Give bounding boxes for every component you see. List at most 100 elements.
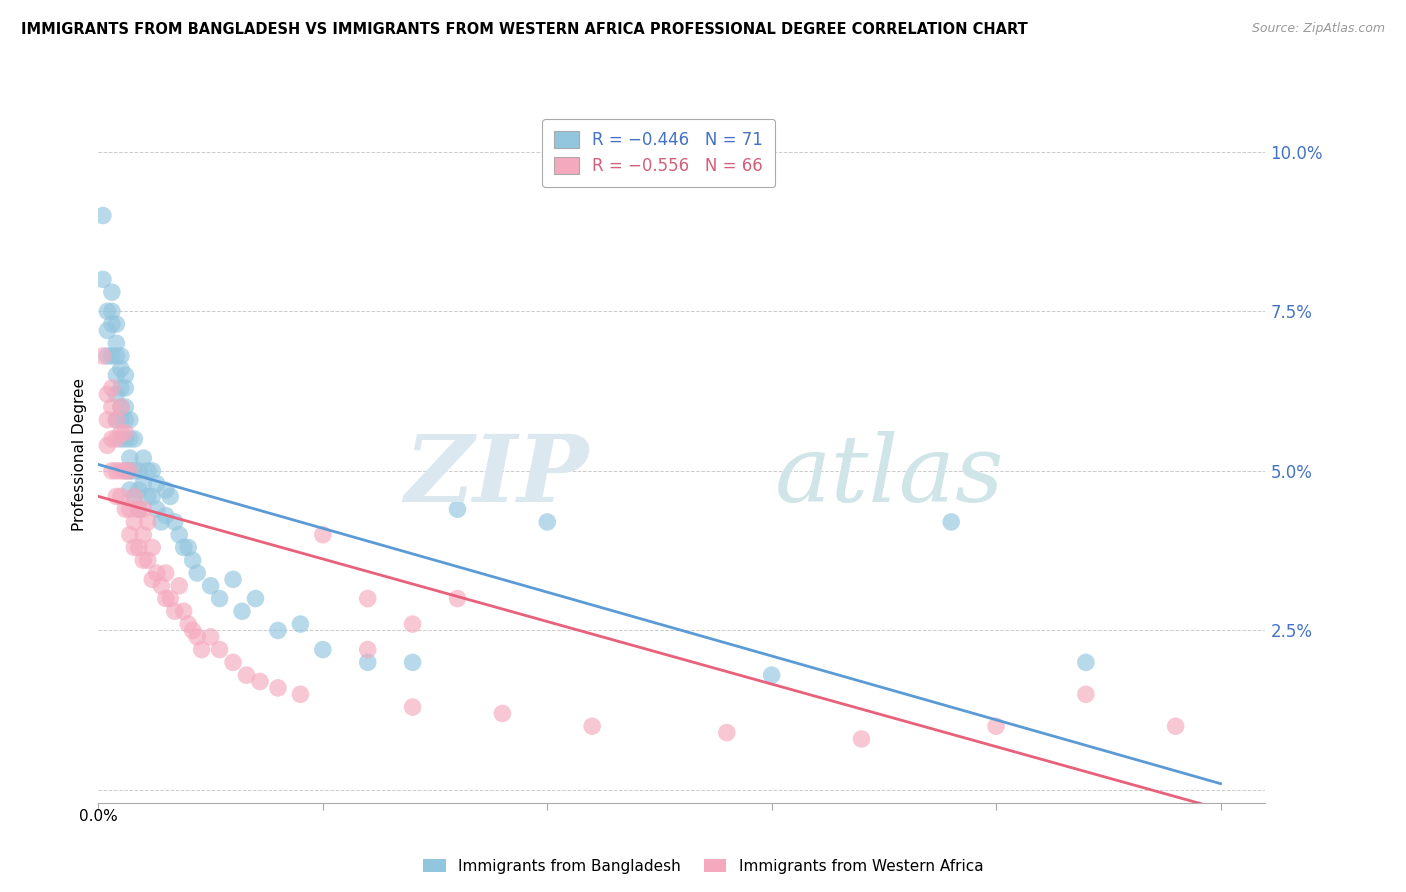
Point xyxy=(114,464,136,478)
Text: IMMIGRANTS FROM BANGLADESH VS IMMIGRANTS FROM WESTERN AFRICA PROFESSIONAL DEGREE: IMMIGRANTS FROM BANGLADESH VS IMMIGRANTS… xyxy=(21,22,1028,37)
Point xyxy=(208,591,231,606)
Point xyxy=(114,381,136,395)
Point xyxy=(941,515,963,529)
Point xyxy=(110,413,132,427)
Text: 0.0%: 0.0% xyxy=(79,809,118,824)
Point xyxy=(124,490,146,504)
Point xyxy=(290,617,312,632)
Point xyxy=(118,483,141,497)
Point xyxy=(118,464,141,478)
Point xyxy=(105,464,128,478)
Point xyxy=(136,464,159,478)
Point xyxy=(249,674,271,689)
Point xyxy=(114,432,136,446)
Point xyxy=(110,425,132,440)
Point xyxy=(312,642,335,657)
Point xyxy=(155,591,177,606)
Point xyxy=(118,502,141,516)
Point xyxy=(222,656,245,670)
Point xyxy=(357,656,380,670)
Point xyxy=(163,515,186,529)
Point xyxy=(118,413,141,427)
Legend: Immigrants from Bangladesh, Immigrants from Western Africa: Immigrants from Bangladesh, Immigrants f… xyxy=(416,853,990,880)
Point xyxy=(105,349,128,363)
Point xyxy=(491,706,513,721)
Point xyxy=(110,490,132,504)
Point xyxy=(357,642,380,657)
Point xyxy=(118,527,141,541)
Point xyxy=(128,541,150,555)
Point xyxy=(96,438,118,452)
Point xyxy=(173,604,195,618)
Point xyxy=(105,490,128,504)
Point xyxy=(101,381,124,395)
Point xyxy=(124,490,146,504)
Point xyxy=(110,400,132,414)
Point xyxy=(91,272,114,286)
Point xyxy=(132,451,155,466)
Point xyxy=(96,349,118,363)
Point xyxy=(146,566,169,580)
Point xyxy=(105,387,128,401)
Point xyxy=(155,508,177,523)
Point xyxy=(155,483,177,497)
Point xyxy=(446,502,468,516)
Point xyxy=(110,381,132,395)
Point xyxy=(222,573,245,587)
Point xyxy=(235,668,257,682)
Point xyxy=(716,725,738,739)
Point xyxy=(96,323,118,337)
Point xyxy=(173,541,195,555)
Text: Source: ZipAtlas.com: Source: ZipAtlas.com xyxy=(1251,22,1385,36)
Point xyxy=(200,579,222,593)
Point xyxy=(128,464,150,478)
Point xyxy=(267,681,290,695)
Point xyxy=(124,464,146,478)
Point xyxy=(105,413,128,427)
Point xyxy=(146,476,169,491)
Point xyxy=(132,476,155,491)
Point xyxy=(177,617,200,632)
Legend: R = −0.446   N = 71, R = −0.556   N = 66: R = −0.446 N = 71, R = −0.556 N = 66 xyxy=(543,119,775,186)
Point xyxy=(181,624,204,638)
Point xyxy=(141,490,163,504)
Point xyxy=(1074,656,1097,670)
Point xyxy=(105,368,128,383)
Point xyxy=(105,413,128,427)
Point xyxy=(141,541,163,555)
Point xyxy=(1074,687,1097,701)
Point xyxy=(101,304,124,318)
Point xyxy=(110,349,132,363)
Point xyxy=(581,719,603,733)
Point xyxy=(186,630,208,644)
Point xyxy=(141,464,163,478)
Point xyxy=(91,209,114,223)
Point xyxy=(401,656,423,670)
Point xyxy=(118,464,141,478)
Point xyxy=(401,700,423,714)
Point xyxy=(124,432,146,446)
Point xyxy=(101,400,124,414)
Point xyxy=(128,502,150,516)
Point xyxy=(167,527,190,541)
Point xyxy=(141,573,163,587)
Point xyxy=(105,317,128,331)
Y-axis label: Professional Degree: Professional Degree xyxy=(72,378,87,532)
Point xyxy=(290,687,312,701)
Text: atlas: atlas xyxy=(775,431,1005,521)
Point xyxy=(401,617,423,632)
Point xyxy=(536,515,558,529)
Point xyxy=(132,553,155,567)
Point xyxy=(851,731,873,746)
Point xyxy=(124,515,146,529)
Point xyxy=(150,579,173,593)
Point xyxy=(190,642,212,657)
Point xyxy=(136,515,159,529)
Point xyxy=(312,527,335,541)
Point xyxy=(110,432,132,446)
Point xyxy=(128,483,150,497)
Point xyxy=(118,451,141,466)
Point xyxy=(91,349,114,363)
Point xyxy=(1164,719,1187,733)
Point xyxy=(114,502,136,516)
